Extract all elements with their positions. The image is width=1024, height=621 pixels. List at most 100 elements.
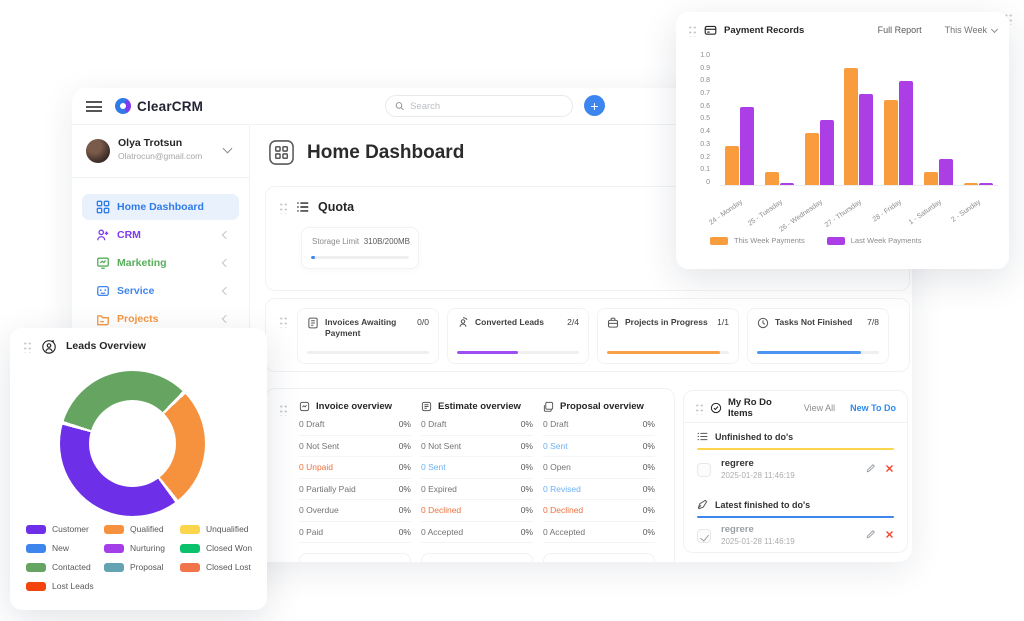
clipped-card-stub (543, 553, 655, 562)
bar-this-week[interactable] (923, 172, 938, 185)
new-todo-link[interactable]: New To Do (850, 403, 896, 413)
search-icon (395, 102, 404, 111)
overview-row: 0 Open 0% (543, 457, 655, 479)
legend-swatch (180, 562, 200, 572)
legend-item[interactable]: Lost Leads (26, 581, 104, 591)
drag-handle-icon[interactable] (279, 403, 288, 416)
legend-item[interactable]: Proposal (104, 562, 180, 572)
estimate-overview-icon (421, 401, 432, 411)
menu-icon[interactable] (86, 100, 102, 112)
todo-item-title: regrere (721, 458, 754, 469)
full-report-link[interactable]: Full Report (877, 25, 922, 35)
bar-this-week[interactable] (765, 172, 780, 185)
legend-item[interactable]: Nurturing (104, 543, 180, 553)
sidebar-item-projects[interactable]: Projects (72, 305, 249, 333)
sidebar-item-label: Projects (117, 313, 159, 325)
stat-label: Converted Leads (475, 317, 544, 327)
chevron-left-icon[interactable] (221, 230, 231, 240)
stat-card-projects-in-progress[interactable]: Projects in Progress 1/1 (597, 308, 739, 364)
drag-handle-icon[interactable] (279, 315, 288, 328)
marketing-icon (97, 257, 109, 269)
todo-item[interactable]: regrere 2025-01-28 11:46:19 (697, 457, 894, 485)
checkbox-checked[interactable] (697, 529, 711, 543)
legend-item-this-week[interactable]: This Week Payments (710, 236, 805, 245)
legend-swatch (826, 236, 845, 245)
user-profile[interactable]: Olya Trotsun Olatrocun@gmail.com (72, 125, 249, 178)
bar-last-week[interactable] (740, 107, 755, 185)
overview-row: 0 Sent 0% (421, 457, 533, 479)
bar-this-week[interactable] (725, 146, 740, 185)
overview-title: Invoice overview (316, 400, 393, 412)
drag-handle-icon[interactable] (23, 339, 32, 353)
bar-this-week[interactable] (804, 133, 819, 185)
legend-swatch (26, 562, 46, 572)
overview-row-label: 0 Partially Paid (299, 483, 356, 494)
bar-group (923, 159, 953, 185)
edit-pencil-icon[interactable] (865, 463, 876, 474)
sidebar-item-crm[interactable]: CRM (72, 221, 249, 249)
sidebar-item-marketing[interactable]: Marketing (72, 249, 249, 277)
view-all-link[interactable]: View All (803, 403, 836, 413)
todo-item-finished[interactable]: regrere 2025-01-28 11:46:19 (697, 523, 894, 551)
chevron-left-icon[interactable] (221, 286, 231, 296)
bar-last-week[interactable] (938, 159, 953, 185)
chevron-down-icon[interactable] (222, 143, 233, 154)
sidebar-item-home-dashboard[interactable]: Home Dashboard (72, 193, 249, 221)
range-selector-value: This Week (944, 25, 987, 35)
overview-row-label: 0 Draft (421, 419, 447, 430)
search-bar[interactable] (385, 95, 573, 117)
overview-title: Estimate overview (438, 400, 521, 412)
drag-handle-icon[interactable] (279, 200, 288, 214)
checkbox-unchecked[interactable] (697, 463, 711, 477)
legend-item[interactable]: New (26, 543, 104, 553)
bar-last-week[interactable] (899, 81, 914, 185)
overview-row-label: 0 Declined (421, 505, 462, 516)
leads-person-icon (42, 340, 56, 354)
bar-last-week[interactable] (780, 183, 795, 185)
legend-item-last-week[interactable]: Last Week Payments (826, 236, 922, 245)
stat-progress-fill (607, 351, 721, 354)
todo-section-title: Latest finished to do's (715, 499, 811, 510)
stat-card-tasks-not-finished[interactable]: Tasks Not Finished 7/8 (747, 308, 889, 364)
drag-handle-icon[interactable] (1004, 12, 1013, 25)
legend-label: Contacted (52, 562, 91, 572)
bar-this-week[interactable] (844, 68, 859, 185)
delete-x-icon[interactable] (885, 530, 894, 539)
overview-row-value: 0% (398, 462, 411, 473)
chevron-left-icon[interactable] (221, 258, 231, 268)
stat-card-converted-leads[interactable]: Converted Leads 2/4 (447, 308, 589, 364)
legend-swatch (26, 543, 46, 553)
bar-last-week[interactable] (978, 183, 993, 185)
chevron-left-icon[interactable] (221, 314, 231, 324)
bar-last-week[interactable] (819, 120, 834, 185)
pencil-check-icon (697, 499, 708, 510)
legend-item[interactable]: Contacted (26, 562, 104, 572)
overview-row-value: 0% (398, 419, 411, 430)
drag-handle-icon[interactable] (688, 23, 697, 37)
stat-card-invoices-awaiting-payment[interactable]: Invoices Awaiting Payment 0/0 (297, 308, 439, 364)
delete-x-icon[interactable] (885, 464, 894, 473)
sidebar-item-service[interactable]: Service (72, 277, 249, 305)
bar-this-week[interactable] (884, 100, 899, 185)
overview-row: 0 Paid 0% (299, 522, 411, 543)
drag-handle-icon[interactable] (695, 401, 704, 415)
legend-item[interactable]: Qualified (104, 524, 180, 534)
stat-value: 7/8 (867, 317, 879, 327)
edit-pencil-icon[interactable] (865, 529, 876, 540)
overview-row: 0 Overdue 0% (299, 500, 411, 522)
bar-this-week[interactable] (963, 183, 978, 185)
range-selector[interactable]: This Week (944, 25, 999, 35)
legend-label: Last Week Payments (850, 236, 922, 245)
leads-overview-panel: Leads Overview Customer Qualified Unqual… (10, 328, 267, 610)
legend-label: Proposal (130, 562, 164, 572)
legend-item[interactable]: Customer (26, 524, 104, 534)
dashboard-icon (96, 200, 110, 214)
bar-last-week[interactable] (859, 94, 874, 185)
bar-group (765, 172, 795, 185)
add-button[interactable]: + (584, 95, 605, 116)
legend-item[interactable]: Closed Lost (180, 562, 254, 572)
search-input[interactable] (410, 100, 563, 112)
legend-item[interactable]: Closed Won (180, 543, 254, 553)
stat-progress-track (757, 351, 879, 354)
legend-item[interactable]: Unqualified (180, 524, 254, 534)
